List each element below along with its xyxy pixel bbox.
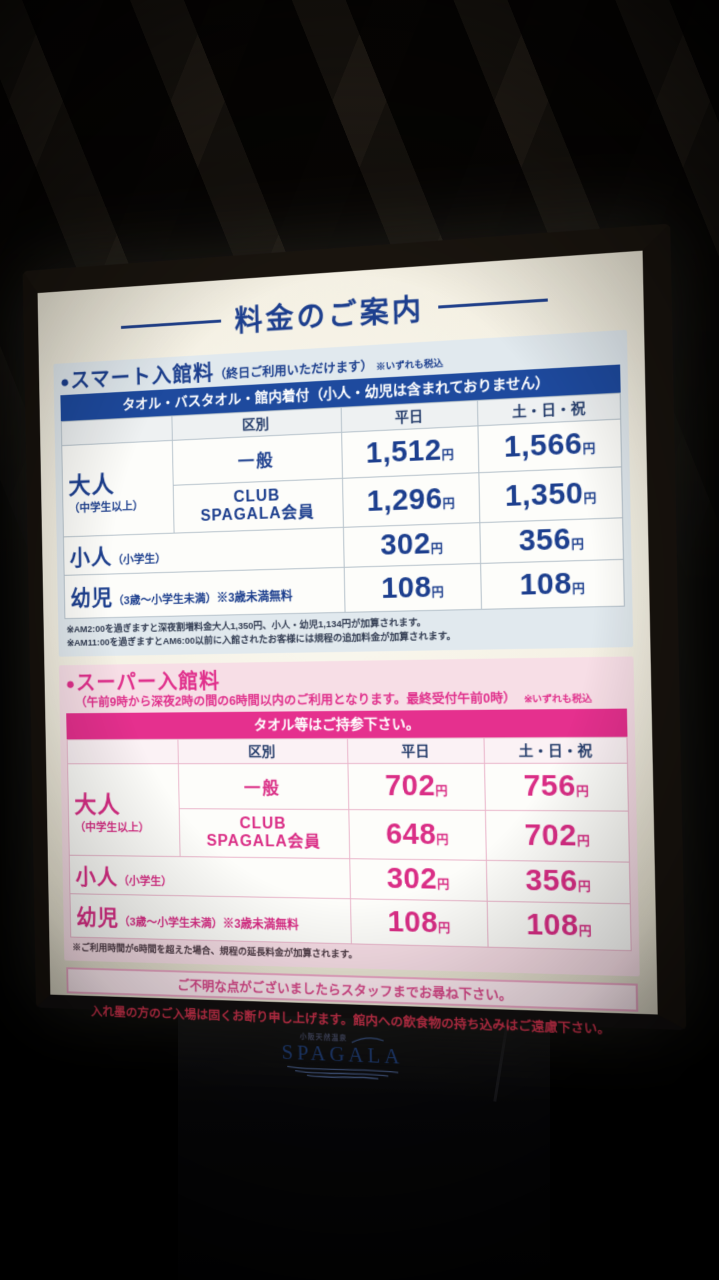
smart-notes: ※AM2:00を過ぎますと深夜割増料金大人1,350円、小人・幼児1,134円が… bbox=[66, 612, 623, 650]
price-cell: 108円 bbox=[350, 899, 489, 948]
adult-group-cell: 大人 （中学生以上） bbox=[61, 440, 174, 537]
bullet-icon: ● bbox=[59, 372, 70, 392]
kind-member-cell: CLUB SPAGALA会員 bbox=[178, 808, 350, 859]
yen-unit: 円 bbox=[435, 784, 448, 799]
price-value: 108 bbox=[519, 567, 573, 602]
infant-label-cell: 幼児（3歳～小学生未満）※3歳未満無料 bbox=[69, 894, 352, 945]
price-cell: 302円 bbox=[343, 522, 482, 568]
price-value: 756 bbox=[523, 770, 577, 804]
smart-price-table: 区別 平日 土・日・祝 大人 （中学生以上） 一般 1,512円 bbox=[60, 392, 625, 620]
price-cell: 108円 bbox=[343, 563, 482, 613]
yen-unit: 円 bbox=[583, 490, 597, 506]
adult-note: （中学生以上） bbox=[68, 500, 144, 515]
price-cell: 356円 bbox=[480, 517, 624, 564]
yen-unit: 円 bbox=[430, 541, 444, 557]
section-super-admission: ● スーパー入館料 （午前9時から深夜2時の間の6時間以内のご利用となります。最… bbox=[58, 656, 640, 977]
price-value: 1,350 bbox=[504, 476, 584, 513]
price-cell: 1,566円 bbox=[478, 419, 622, 473]
price-value: 302 bbox=[386, 862, 438, 897]
section-smart-admission: ● スマート入館料 （終日ご利用いただけます） ※いずれも税込 タオル・バスタオ… bbox=[53, 329, 634, 657]
price-cell: 1,350円 bbox=[479, 466, 623, 523]
yen-unit: 円 bbox=[575, 784, 589, 800]
sign-title: 料金のご案内 bbox=[234, 294, 425, 339]
super-banner: タオル等はご持参下さい。 bbox=[66, 708, 628, 740]
super-row-adult-general: 大人 （中学生以上） 一般 702円 756円 bbox=[67, 763, 629, 857]
yen-unit: 円 bbox=[442, 496, 456, 511]
price-cell: 356円 bbox=[486, 860, 631, 905]
adult-label: 大人 bbox=[68, 471, 115, 500]
col-header-kind: 区別 bbox=[177, 738, 348, 764]
price-value: 356 bbox=[525, 864, 579, 899]
price-value: 702 bbox=[384, 770, 436, 803]
yen-unit: 円 bbox=[578, 923, 592, 939]
price-value: 302 bbox=[379, 527, 431, 562]
price-cell: 1,512円 bbox=[341, 425, 480, 479]
yen-unit: 円 bbox=[437, 877, 450, 893]
price-value: 356 bbox=[518, 523, 572, 558]
kind-member-cell: CLUB SPAGALA会員 bbox=[172, 478, 344, 534]
smart-tax-note: ※いずれも税込 bbox=[375, 358, 444, 373]
yen-unit: 円 bbox=[582, 441, 596, 457]
price-cell: 1,296円 bbox=[342, 472, 481, 528]
table-corner-cell bbox=[67, 739, 179, 765]
super-row-infant: 幼児（3歳～小学生未満）※3歳未満無料 108円 108円 bbox=[69, 894, 632, 951]
yen-unit: 円 bbox=[437, 920, 451, 936]
price-value: 702 bbox=[524, 819, 578, 853]
infant-free-note: ※3歳未満無料 bbox=[222, 916, 300, 933]
title-rule-right bbox=[438, 297, 548, 309]
price-cell: 302円 bbox=[349, 858, 488, 902]
title-rule-left bbox=[120, 319, 222, 329]
price-lightbox-sign: 料金のご案内 ● スマート入館料 （終日ご利用いただけます） ※いずれも税込 タ… bbox=[22, 223, 687, 1031]
price-value: 1,296 bbox=[366, 482, 443, 518]
price-cell: 648円 bbox=[348, 809, 487, 861]
child-label-cell: 小人（小学生） bbox=[69, 855, 351, 900]
super-price-table: 区別 平日 土・日・祝 大人 （中学生以上） 一般 702円 bbox=[66, 737, 632, 952]
yen-unit: 円 bbox=[571, 581, 585, 597]
yen-unit: 円 bbox=[441, 447, 455, 463]
super-tax-note: ※いずれも税込 bbox=[523, 693, 593, 706]
yen-unit: 円 bbox=[571, 537, 585, 553]
price-value: 1,512 bbox=[365, 434, 442, 470]
yen-unit: 円 bbox=[431, 584, 444, 600]
col-header-weekend: 土・日・祝 bbox=[484, 737, 628, 764]
price-cell: 756円 bbox=[484, 763, 629, 812]
yen-unit: 円 bbox=[436, 832, 449, 848]
infant-label-cell: 幼児（3歳～小学生未満）※3歳未満無料 bbox=[64, 567, 345, 619]
bullet-icon: ● bbox=[65, 674, 76, 693]
infant-free-note: ※3歳未満無料 bbox=[216, 589, 293, 605]
col-header-weekday: 平日 bbox=[347, 738, 485, 764]
price-value: 108 bbox=[387, 905, 439, 940]
price-value: 648 bbox=[385, 818, 437, 851]
super-heading-note: （午前9時から深夜2時の間の6時間以内のご利用となります。最終受付午前0時） bbox=[75, 690, 517, 710]
price-cell: 702円 bbox=[347, 763, 486, 811]
adult-label: 大人 bbox=[74, 792, 121, 819]
price-cell: 108円 bbox=[481, 559, 625, 610]
yen-unit: 円 bbox=[577, 879, 591, 895]
super-heading: スーパー入館料 bbox=[75, 669, 221, 694]
price-value: 1,566 bbox=[503, 427, 583, 465]
price-cell: 108円 bbox=[487, 901, 632, 951]
price-value: 108 bbox=[380, 571, 432, 605]
adult-note: （中学生以上） bbox=[74, 821, 150, 835]
kind-general-cell: 一般 bbox=[178, 763, 349, 810]
adult-group-cell: 大人 （中学生以上） bbox=[67, 763, 180, 857]
kind-general-cell: 一般 bbox=[172, 432, 343, 486]
super-table-header-row: 区別 平日 土・日・祝 bbox=[67, 737, 628, 765]
price-value: 108 bbox=[525, 908, 579, 943]
price-cell: 702円 bbox=[485, 810, 630, 863]
yen-unit: 円 bbox=[576, 833, 590, 849]
